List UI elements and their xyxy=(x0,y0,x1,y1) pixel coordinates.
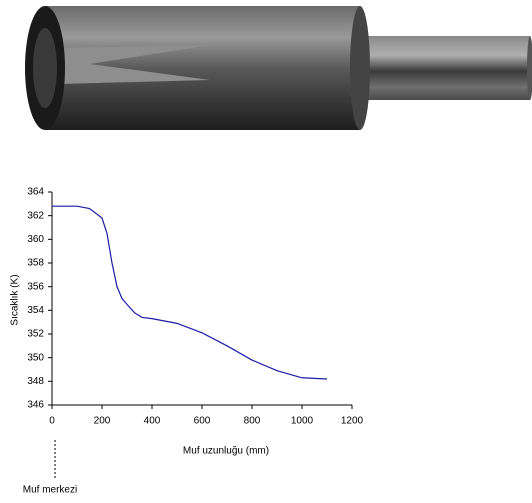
pipe-render xyxy=(25,6,532,130)
x-tick-label: 1000 xyxy=(291,416,314,427)
x-tick-label: 400 xyxy=(144,416,161,427)
y-tick-label: 356 xyxy=(27,281,44,292)
y-axis-label: Sıcaklık (K) xyxy=(10,274,21,325)
annotation: Muf merkezi xyxy=(23,485,77,496)
x-tick-label: 600 xyxy=(194,416,211,427)
x-tick-label: 1200 xyxy=(341,416,364,427)
cone xyxy=(60,45,210,84)
y-tick-label: 354 xyxy=(27,305,44,316)
x-axis-label: Muf uzunluğu (mm) xyxy=(183,446,269,457)
thin-pipe xyxy=(360,36,530,100)
x-tick-label: 0 xyxy=(49,416,55,427)
data-line xyxy=(52,205,328,380)
y-tick-label: 350 xyxy=(27,352,44,363)
y-tick-label: 346 xyxy=(27,400,44,411)
y-tick-label: 352 xyxy=(27,329,44,340)
y-tick-label: 358 xyxy=(27,258,44,269)
bore xyxy=(33,28,57,108)
x-tick-label: 800 xyxy=(244,416,261,427)
y-tick-label: 348 xyxy=(27,376,44,387)
y-tick-label: 362 xyxy=(27,210,44,221)
step-face xyxy=(350,6,370,130)
pipe-end xyxy=(527,36,532,100)
y-tick-label: 364 xyxy=(27,187,44,198)
x-tick-label: 200 xyxy=(94,416,111,427)
y-tick-label: 360 xyxy=(27,234,44,245)
